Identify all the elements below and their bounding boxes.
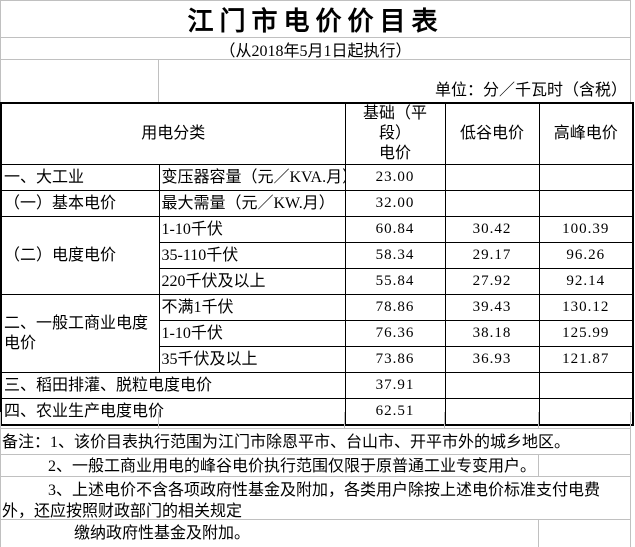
gridline <box>0 37 631 38</box>
peak-price-cell <box>538 164 634 191</box>
base-price-cell: 23.00 <box>344 164 446 191</box>
note-1: 备注：1、该价目表执行范围为江门市除恩平市、台山市、开平市外的城乡地区。 <box>0 428 631 455</box>
gridline <box>538 455 539 477</box>
note-4: 缴纳政府性基金及附加。 <box>74 525 251 542</box>
base-price-cell: 62.51 <box>344 398 446 426</box>
valley-price-cell <box>444 398 540 426</box>
gridline <box>0 428 631 429</box>
category-cell: （二）电度电价 <box>0 216 160 295</box>
item-cell: 变压器容量（元／KVA.月） <box>158 164 346 191</box>
table-row: （一）基本电价 最大需量（元／KW.月） 32.00 <box>0 190 634 217</box>
note-2: 2、一般工商业用电的峰谷电价执行范围仅限于原普通工业专变用户。 <box>0 455 631 477</box>
col-header-base-price: 基础（平段） 电价 <box>344 102 446 165</box>
gridline <box>0 0 631 1</box>
peak-price-cell: 125.99 <box>538 320 634 347</box>
valley-price-cell <box>444 164 540 191</box>
valley-price-cell: 39.43 <box>444 294 540 321</box>
category-cell: 二、一般工商业电度电价 <box>0 294 160 373</box>
base-price-cell: 55.84 <box>344 268 446 295</box>
table-row: 四、农业生产电度电价 62.51 <box>0 398 634 426</box>
item-cell: 35千伏及以上 <box>158 346 346 373</box>
table-row: 35-110千伏 58.34 29.17 96.26 <box>1 242 634 269</box>
base-price-cell: 76.36 <box>344 320 446 347</box>
base-price-cell: 73.86 <box>344 346 446 373</box>
item-cell: 1-10千伏 <box>158 216 346 243</box>
gridline <box>630 0 631 102</box>
base-price-cell: 32.00 <box>344 190 446 217</box>
peak-price-cell <box>538 190 634 217</box>
gridline <box>0 59 631 60</box>
valley-price-cell: 38.18 <box>444 320 540 347</box>
gridline <box>0 412 1 547</box>
gridline <box>158 59 159 102</box>
gridline <box>158 412 159 428</box>
valley-price-cell: 29.17 <box>444 242 540 269</box>
table-row: 二、一般工商业电度电价 不满1千伏 78.86 39.43 130.12 <box>0 294 634 373</box>
peak-price-cell: 92.14 <box>538 268 634 295</box>
effective-date: （从2018年5月1日起执行） <box>219 42 412 60</box>
table-row: 三、稻田排灌、脱粒电度电价 37.91 <box>0 372 634 399</box>
category-cell: （一）基本电价 <box>0 190 160 217</box>
peak-price-cell: 96.26 <box>538 242 634 269</box>
gridline <box>538 520 539 547</box>
base-price-cell: 60.84 <box>344 216 446 243</box>
valley-price-cell: 36.93 <box>444 346 540 373</box>
table-header-row: 用电分类 基础（平段） 电价 低谷电价 高峰电价 <box>0 102 634 165</box>
col-header-peak-price: 高峰电价 <box>538 102 634 165</box>
category-cell: 一、大工业 <box>0 164 160 191</box>
gridline <box>0 0 1 102</box>
gridline <box>538 412 539 428</box>
peak-price-cell <box>538 398 634 426</box>
gridline <box>444 412 445 428</box>
peak-price-cell: 121.87 <box>538 346 634 373</box>
table-row: 35千伏及以上 73.86 36.93 121.87 <box>1 346 634 373</box>
peak-price-cell <box>538 372 634 399</box>
valley-price-cell <box>444 190 540 217</box>
base-price-cell: 37.91 <box>344 372 446 399</box>
table-row: 一、大工业 变压器容量（元／KVA.月） 23.00 <box>0 164 634 191</box>
page-title: 江门市电价价目表 <box>187 6 444 36</box>
category-cell: 四、农业生产电度电价 <box>0 398 346 426</box>
col-header-category: 用电分类 <box>0 102 346 165</box>
price-table: 用电分类 基础（平段） 电价 低谷电价 高峰电价 一、大工业 变压器容量（元／K… <box>0 102 635 426</box>
note-3: 3、上述电价不含各项政府性基金及附加，各类用户除按上述电价标准支付电费 外，还应… <box>0 477 631 520</box>
table-row: 1-10千伏 76.36 38.18 125.99 <box>1 320 634 347</box>
item-cell: 35-110千伏 <box>158 242 346 269</box>
item-cell: 最大需量（元／KW.月） <box>158 190 346 217</box>
valley-price-cell: 30.42 <box>444 216 540 243</box>
valley-price-cell: 27.92 <box>444 268 540 295</box>
table-row: （二）电度电价 1-10千伏 60.84 30.42 100.39 <box>0 216 634 295</box>
peak-price-cell: 130.12 <box>538 294 634 321</box>
col-header-valley-price: 低谷电价 <box>444 102 540 165</box>
unit-label: 单位：分／千瓦时（含税） <box>434 82 627 99</box>
item-cell: 不满1千伏 <box>158 294 346 321</box>
gridline <box>344 412 345 428</box>
item-cell: 220千伏及以上 <box>158 268 346 295</box>
base-price-cell: 78.86 <box>344 294 446 321</box>
base-price-cell: 58.34 <box>344 242 446 269</box>
item-cell: 1-10千伏 <box>158 320 346 347</box>
peak-price-cell: 100.39 <box>538 216 634 243</box>
valley-price-cell <box>444 372 540 399</box>
category-cell: 三、稻田排灌、脱粒电度电价 <box>0 372 346 399</box>
gridline <box>630 412 631 547</box>
